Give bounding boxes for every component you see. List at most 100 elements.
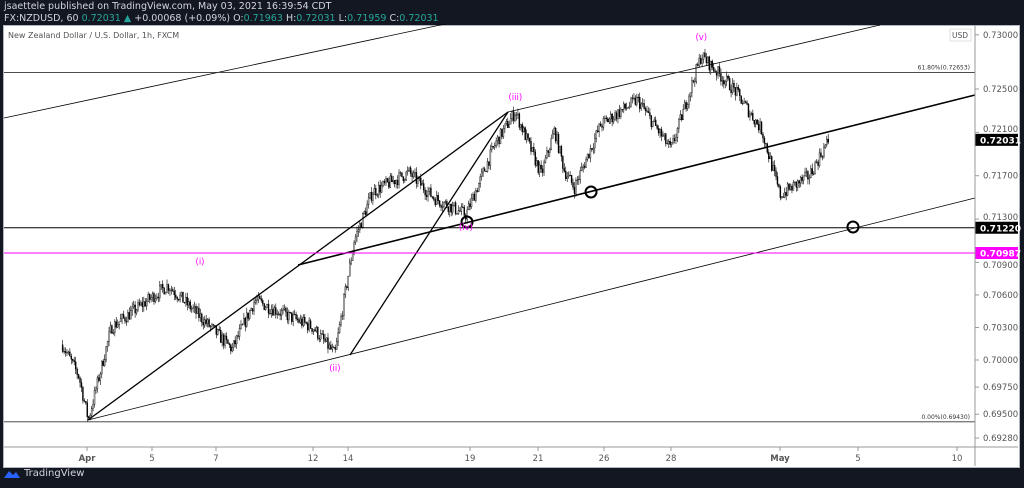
candle-body	[773, 165, 776, 172]
trend-line-upper-outer[interactable]	[3, 23, 446, 119]
candle-body	[122, 314, 125, 318]
candle-body	[318, 338, 320, 340]
candle-body	[453, 202, 455, 206]
channel-line-lower[interactable]	[87, 197, 976, 421]
candle-body	[154, 298, 157, 303]
candle-body	[282, 309, 284, 311]
candle-body	[689, 92, 692, 97]
candle-body	[743, 101, 745, 104]
candle-body	[610, 113, 612, 120]
candle-body	[176, 297, 178, 300]
candle-body	[125, 320, 128, 323]
candle-body	[599, 123, 602, 127]
candle-body	[494, 145, 496, 148]
candle-body	[681, 114, 683, 121]
candle-body	[695, 64, 697, 82]
candle-body	[760, 121, 763, 135]
fan-line-2[interactable]	[349, 111, 509, 356]
candle-body	[378, 184, 380, 195]
candle-body	[109, 325, 112, 333]
candle-body	[173, 291, 175, 296]
candle-body	[585, 159, 587, 168]
candle-body	[153, 293, 155, 303]
candle-body	[578, 178, 580, 181]
candle-body	[608, 118, 610, 123]
x-tick-label: 5	[149, 454, 154, 464]
candle-body	[459, 210, 461, 212]
candle-body	[398, 172, 400, 185]
candle-body	[147, 294, 149, 302]
channel-line-upper[interactable]	[507, 24, 881, 113]
candle-body	[140, 302, 142, 306]
candle-body	[95, 388, 97, 391]
candle-body	[444, 200, 447, 203]
candle-body	[624, 103, 626, 109]
candle-body	[431, 196, 434, 198]
chart-frame[interactable]	[3, 25, 1020, 468]
candle-body	[515, 114, 518, 116]
candle-body	[810, 168, 812, 179]
low-label: L:	[338, 13, 348, 24]
candle-body	[541, 168, 544, 173]
currency-badge[interactable]	[949, 28, 972, 42]
candle-body	[359, 223, 361, 230]
x-tick-label: 26	[599, 454, 610, 464]
candle-body	[341, 315, 344, 317]
candle-body	[117, 324, 119, 328]
candle-body	[79, 377, 81, 383]
candle-body	[575, 180, 577, 194]
brand-label[interactable]: TradingView	[24, 468, 85, 479]
candle-body	[520, 124, 522, 128]
candle-body	[750, 113, 753, 115]
candle-body	[340, 316, 342, 325]
candle-body	[428, 187, 431, 192]
candle-body	[415, 172, 418, 184]
y-tick-label: 0.69280	[983, 434, 1018, 444]
channel-line-middle[interactable]	[297, 94, 976, 266]
currency-label: USD	[952, 31, 968, 40]
target-circle[interactable]	[846, 220, 860, 234]
candle-body	[752, 113, 754, 121]
candle-body	[167, 284, 170, 291]
candle-body	[234, 340, 236, 345]
candle-body	[479, 176, 481, 184]
candle-body	[736, 86, 738, 96]
candle-body	[563, 168, 566, 172]
candle-body	[447, 206, 450, 212]
candle-body	[523, 127, 525, 133]
candle-body	[726, 75, 728, 82]
candle-body	[257, 295, 260, 301]
candle-body	[219, 330, 222, 343]
fan-line-1[interactable]	[87, 111, 509, 421]
candle-body	[85, 401, 87, 403]
candle-body	[663, 133, 666, 137]
candle-body	[130, 310, 132, 320]
candle-body	[350, 260, 352, 264]
x-tick-label: 19	[465, 454, 476, 464]
candle-body	[692, 80, 695, 82]
candle-body	[569, 174, 571, 176]
candle-body	[476, 190, 479, 192]
candle-body	[298, 319, 300, 323]
candle-body	[244, 317, 247, 327]
candle-body	[621, 109, 624, 111]
candle-body	[286, 311, 289, 321]
up-arrow-icon: ▲	[123, 13, 132, 24]
candle-body	[283, 307, 286, 310]
candle-body	[712, 67, 715, 72]
candle-body	[470, 197, 473, 207]
candle-body	[650, 115, 653, 127]
candle-body	[759, 121, 761, 131]
candle-body	[195, 306, 197, 314]
candle-body	[407, 170, 409, 173]
touch-circle[interactable]	[584, 185, 598, 199]
candle-body	[784, 192, 786, 198]
candle-body	[106, 341, 109, 347]
candle-body	[817, 161, 819, 166]
candle-body	[69, 351, 71, 357]
chart-header: jsaettele published on TradingView.com, …	[4, 1, 439, 25]
candle-body	[436, 195, 438, 205]
candle-body	[156, 296, 158, 299]
change: +0.00068 (+0.09%)	[134, 13, 231, 24]
